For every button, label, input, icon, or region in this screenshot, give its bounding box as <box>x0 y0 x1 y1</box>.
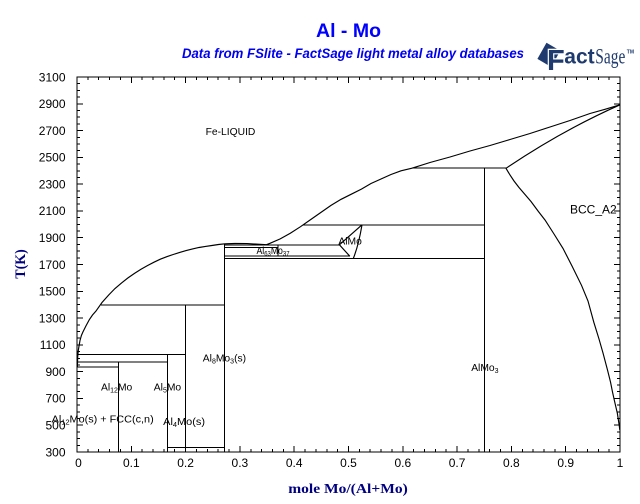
svg-text:1100: 1100 <box>40 338 66 352</box>
svg-text:F: F <box>547 45 565 77</box>
svg-text:0.6: 0.6 <box>394 456 411 470</box>
svg-text:2900: 2900 <box>39 97 66 111</box>
svg-text:3100: 3100 <box>39 70 66 84</box>
svg-text:300: 300 <box>45 445 65 459</box>
svg-text:Al - Mo: Al - Mo <box>316 20 381 42</box>
svg-text:act: act <box>564 46 594 69</box>
svg-text:500: 500 <box>45 419 65 433</box>
svg-text:Fe-LIQUID: Fe-LIQUID <box>206 127 256 138</box>
svg-text:2500: 2500 <box>39 151 66 165</box>
svg-text:Al12​Mo: Al12​Mo <box>101 383 133 395</box>
svg-text:1900: 1900 <box>39 231 66 245</box>
svg-text:Al8​Mo3​(s): Al8​Mo3​(s) <box>203 353 246 365</box>
svg-text:0.8: 0.8 <box>503 456 520 470</box>
svg-text:0.1: 0.1 <box>123 456 140 470</box>
svg-text:Al12​Mo(s) + FCC(c,n): Al12​Mo(s) + FCC(c,n) <box>52 414 154 426</box>
svg-text:TM: TM <box>627 50 634 56</box>
svg-text:700: 700 <box>45 392 65 406</box>
svg-text:2700: 2700 <box>39 124 66 138</box>
svg-text:Al4​Mo(s): Al4​Mo(s) <box>163 417 205 429</box>
svg-text:1: 1 <box>617 456 624 470</box>
svg-text:0.9: 0.9 <box>557 456 574 470</box>
svg-text:1700: 1700 <box>39 258 66 272</box>
svg-text:0.7: 0.7 <box>449 456 466 470</box>
svg-text:AlMo: AlMo <box>338 236 362 247</box>
svg-text:AlMo3​: AlMo3​ <box>471 363 498 375</box>
svg-text:0.4: 0.4 <box>286 456 303 470</box>
svg-text:Data from FSlite - FactSage li: Data from FSlite - FactSage light metal … <box>182 45 524 61</box>
svg-text:0: 0 <box>75 456 82 470</box>
svg-text:0.2: 0.2 <box>177 456 194 470</box>
svg-text:Sage: Sage <box>595 44 625 69</box>
svg-text:2100: 2100 <box>39 204 66 218</box>
svg-text:T(K): T(K) <box>13 249 29 279</box>
svg-text:900: 900 <box>45 365 65 379</box>
svg-text:0.5: 0.5 <box>340 456 357 470</box>
svg-text:1300: 1300 <box>39 311 66 325</box>
svg-text:BCC_A2: BCC_A2 <box>570 202 617 216</box>
svg-text:mole Mo/(Al+Mo): mole Mo/(Al+Mo) <box>288 482 408 497</box>
svg-text:Al5​Mo: Al5​Mo <box>154 383 182 395</box>
svg-text:1500: 1500 <box>39 285 66 299</box>
svg-text:0.3: 0.3 <box>232 456 249 470</box>
svg-text:2300: 2300 <box>39 177 66 191</box>
